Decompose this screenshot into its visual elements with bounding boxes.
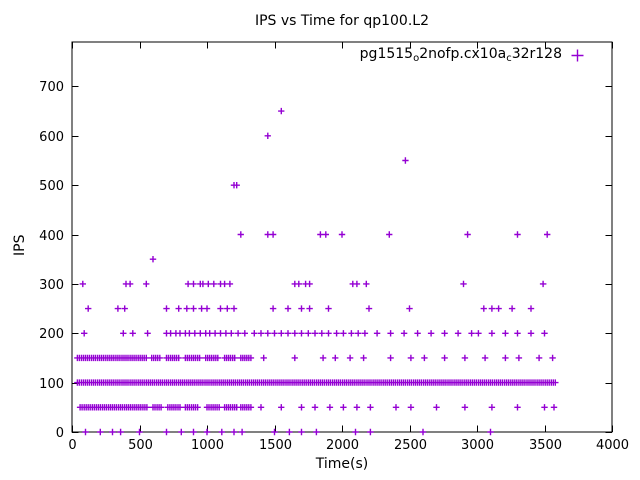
x-axis-label: Time(s)	[315, 456, 369, 472]
x-tick-label: 1000	[191, 438, 224, 453]
x-tick-label: 4000	[596, 438, 629, 453]
x-tick-label: 500	[128, 438, 153, 453]
y-tick-label: 0	[56, 426, 64, 441]
legend-plus-marker-icon	[571, 49, 584, 61]
x-tick-label: 2000	[326, 438, 359, 453]
legend-part: pg1515	[359, 46, 414, 62]
data-points-path	[74, 107, 559, 436]
y-tick-label: 400	[39, 229, 64, 244]
y-tick-label: 100	[39, 377, 64, 392]
x-tick-label: 1500	[259, 438, 292, 453]
y-tick-label: 200	[39, 327, 64, 342]
legend-part-subscript: o	[413, 53, 420, 64]
legend-part: 2nofp.cx10a	[419, 46, 507, 62]
y-tick-label: 500	[39, 179, 64, 194]
legend-series-name: pg1515o2nofp.cx10ac32r128	[360, 46, 562, 64]
legend-part-subscript: c	[506, 53, 512, 64]
x-tick-label: 3000	[461, 438, 494, 453]
x-tick-label: 2500	[394, 438, 427, 453]
legend: pg1515o2nofp.cx10ac32r128	[360, 46, 584, 64]
x-tick-label: 0	[68, 438, 76, 453]
legend-part: 32r128	[511, 46, 562, 62]
y-tick-label: 700	[39, 80, 64, 95]
x-tick-label: 3500	[529, 438, 562, 453]
y-tick-label: 300	[39, 278, 64, 293]
chart-title: IPS vs Time for qp100.L2	[254, 13, 429, 29]
y-tick-label: 600	[39, 130, 64, 145]
